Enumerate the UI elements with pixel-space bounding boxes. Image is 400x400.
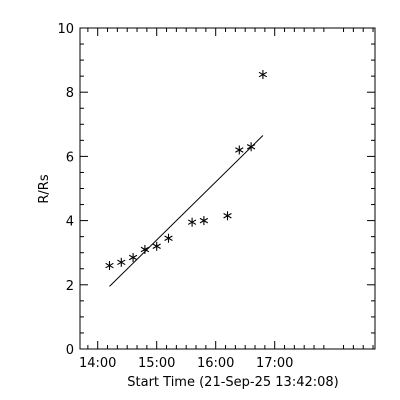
y-tick-label: 0	[66, 343, 74, 358]
x-tick-label: 14:00	[79, 356, 116, 371]
x-tick-label: 17:00	[256, 356, 293, 371]
y-tick-label: 6	[66, 150, 74, 165]
fit-line	[109, 135, 264, 287]
tick-labels-group: 14:00 15:00 16:00 17:00 0 2 4 6 8 10	[57, 22, 293, 371]
y-axis-label: R/Rs	[37, 174, 52, 203]
y-tick-label: 8	[66, 86, 74, 101]
y-tick-label: 4	[66, 215, 74, 230]
plot-frame	[79, 27, 376, 350]
data-point	[246, 142, 256, 152]
data-point	[258, 70, 268, 80]
plot-frame-group	[79, 27, 376, 350]
data-point	[223, 211, 232, 221]
y-tick-label: 10	[57, 22, 74, 37]
data-point	[152, 241, 161, 251]
data-point	[128, 253, 138, 263]
data-point	[117, 257, 126, 267]
data-point	[105, 261, 114, 271]
data-point	[140, 244, 150, 254]
data-points-group	[105, 70, 268, 271]
data-point	[235, 145, 244, 155]
data-point	[164, 233, 173, 243]
tick-marks-group	[80, 27, 375, 350]
x-axis-label: Start Time (21-Sep-25 13:42:08)	[127, 375, 338, 390]
x-tick-label: 15:00	[138, 356, 175, 371]
data-point	[199, 216, 209, 226]
fit-line-group	[109, 135, 264, 287]
y-tick-label: 2	[66, 279, 74, 294]
data-point	[187, 217, 197, 227]
x-tick-label: 16:00	[197, 356, 234, 371]
